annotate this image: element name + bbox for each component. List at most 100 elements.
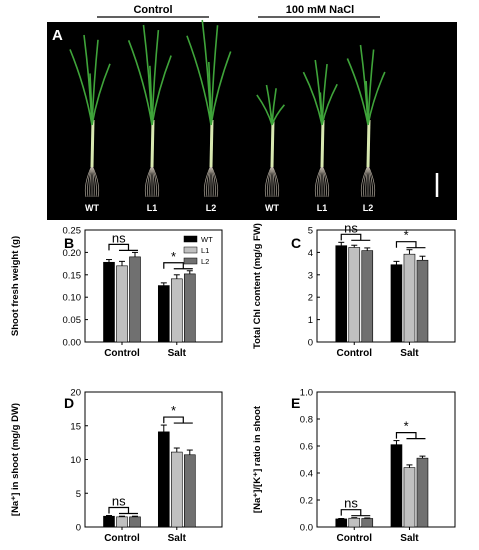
bar-l1	[116, 516, 128, 528]
leaf	[269, 111, 273, 126]
root	[84, 164, 93, 198]
leaf	[367, 71, 386, 126]
leaf	[89, 73, 93, 126]
significance-bracket	[340, 509, 362, 516]
stem	[90, 119, 95, 168]
significance-label: *	[404, 228, 409, 243]
plant-6	[346, 44, 386, 198]
significance-bracket	[163, 262, 184, 269]
y-axis-label: [Na⁺] in shoot (mg/g DW)	[10, 403, 21, 516]
plant-2	[127, 24, 172, 198]
leaf	[151, 55, 172, 126]
legend-swatch	[183, 235, 198, 243]
legend-label: L2	[201, 257, 209, 266]
root	[271, 164, 275, 198]
plant-5	[302, 59, 338, 198]
control-header: Control	[133, 4, 172, 16]
stem	[150, 119, 155, 168]
root	[271, 164, 277, 198]
bar-l1	[170, 278, 183, 343]
bar-l2	[361, 518, 374, 528]
bar-wt	[335, 518, 348, 528]
root	[319, 164, 323, 198]
root	[365, 164, 369, 198]
leaf	[346, 58, 369, 126]
x-tick-label: Salt	[168, 533, 187, 544]
y-tick-label: 3	[308, 270, 313, 281]
leaf	[321, 83, 338, 126]
panel-c-chart: 0 1 2 3 4 5 Total Chl content (mg/g FW) C Contro…	[252, 220, 456, 359]
leaf	[127, 40, 153, 126]
root	[206, 164, 212, 198]
plot-frame	[84, 229, 223, 343]
y-tick-label: 0	[76, 523, 81, 534]
leaf	[149, 65, 153, 126]
root	[151, 164, 157, 198]
significance-bracket	[395, 432, 417, 439]
bar-l1	[348, 247, 361, 343]
significance-label: ns	[344, 496, 358, 511]
panel-letter: E	[291, 395, 300, 411]
root	[314, 164, 323, 198]
y-tick-label: 0.20	[63, 248, 82, 259]
bar-l2	[183, 454, 196, 528]
y-tick-label: 0.4	[300, 469, 313, 480]
bar-l1	[403, 467, 416, 528]
x-tick-label: Salt	[168, 348, 187, 359]
bar-wt	[103, 261, 115, 343]
stem	[270, 119, 275, 168]
legend-swatch	[183, 257, 198, 265]
bar-l2	[361, 250, 374, 343]
significance-label: *	[171, 249, 176, 264]
root	[203, 164, 212, 198]
root	[321, 164, 327, 198]
root	[144, 164, 153, 198]
y-tick-label: 0.05	[63, 315, 82, 326]
root	[367, 164, 373, 198]
root	[151, 164, 160, 198]
plant-labels: WT L1 L2 WT L1 L2	[85, 203, 373, 213]
root	[91, 164, 97, 198]
y-tick-label: 0.00	[63, 338, 82, 349]
panel-letter: D	[64, 395, 74, 411]
root	[149, 164, 153, 198]
leaf	[319, 92, 323, 126]
significance-bracket	[108, 506, 130, 514]
leaf	[210, 51, 232, 126]
bar-wt	[390, 264, 403, 343]
plot-frame	[316, 391, 456, 528]
plant-label: WT	[265, 203, 279, 213]
y-tick-label: 0.0	[300, 523, 313, 534]
bar-l2	[416, 457, 429, 528]
significance-label: ns	[112, 494, 126, 509]
plant-illustrations	[69, 19, 386, 198]
y-tick-label: 10	[70, 455, 81, 466]
significance-bracket	[395, 241, 417, 248]
significance-label: ns	[112, 230, 126, 245]
bar-wt	[103, 515, 115, 528]
plant-label: L2	[206, 203, 217, 213]
root	[321, 164, 330, 198]
y-tick-label: 5	[308, 226, 313, 237]
bar-wt	[335, 245, 348, 343]
significance-bracket	[163, 416, 184, 424]
y-tick-label: 15	[70, 421, 81, 432]
leaf	[208, 61, 212, 126]
y-tick-label: 0.15	[63, 270, 82, 281]
y-tick-label: 0.8	[300, 415, 313, 426]
root	[151, 164, 155, 198]
legend-label: L1	[201, 246, 209, 255]
bar-l2	[183, 273, 196, 343]
panel-e-chart: 0.0 0.2 0.4 0.6 0.8 1.0 [Na⁺]/[K⁺] ratio in sh…	[252, 388, 456, 544]
panel-letter: B	[64, 235, 74, 251]
panel-a-photo	[47, 22, 457, 220]
leaf	[186, 35, 212, 126]
leaf	[365, 80, 369, 126]
plant-label: L2	[363, 203, 374, 213]
x-tick-label: Control	[336, 348, 372, 359]
plant-label: L1	[317, 203, 328, 213]
root	[267, 164, 273, 198]
legend-swatch	[183, 246, 198, 254]
bar-l2	[416, 259, 429, 343]
